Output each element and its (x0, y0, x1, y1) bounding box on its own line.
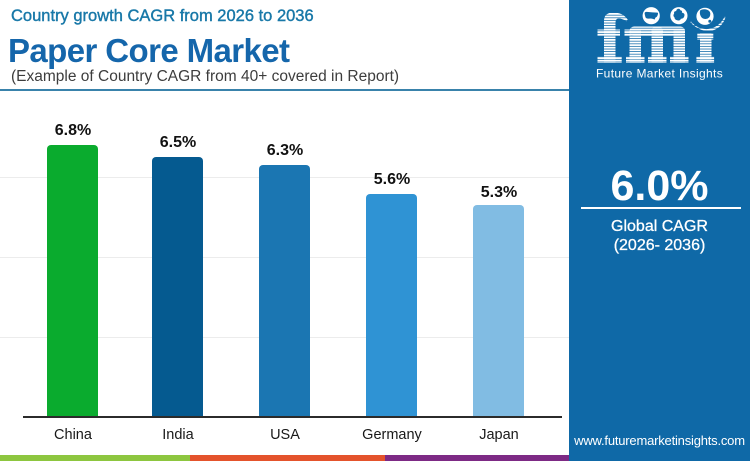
svg-text:Future Market Insights: Future Market Insights (596, 67, 723, 81)
